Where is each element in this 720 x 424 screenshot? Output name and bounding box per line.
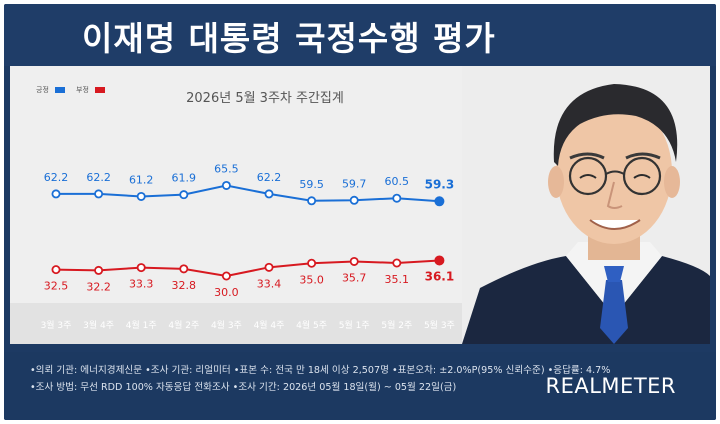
x-tick-label: 5월 1주 [339, 319, 370, 331]
data-label: 61.9 [172, 172, 197, 185]
data-point [136, 191, 146, 201]
portrait-smile [589, 219, 641, 230]
data-label: 62.2 [44, 171, 69, 184]
data-point [349, 195, 359, 205]
data-label: 62.2 [86, 171, 111, 184]
chart-title: 2026년 5월 3주차 주간집계 [186, 91, 344, 106]
legend-swatch [55, 87, 65, 93]
portrait-nose [606, 181, 623, 209]
portrait-hair [553, 84, 678, 166]
line-chart: 긍정 부정 2026년 5월 3주차 주간집계 3월 3주 3월 4주 4월 1주 4월 2… [10, 66, 710, 344]
data-label: 33.4 [257, 277, 282, 290]
data-label: 36.1 [425, 269, 455, 283]
chart-area: 긍정 부정 2026년 5월 3주차 주간집계 3월 3주 3월 4주 4월 1주 4월 2… [10, 66, 710, 344]
x-tick-label: 4월 3주 [211, 319, 242, 331]
data-label: 60.5 [385, 175, 410, 188]
data-point [221, 180, 231, 190]
data-point [392, 193, 402, 203]
legend-label: 긍정 [36, 85, 49, 94]
data-label: 59.3 [425, 177, 455, 191]
x-tick-label: 4월 4주 [254, 319, 285, 331]
data-point [392, 258, 402, 268]
x-tick-label: 3월 4주 [83, 319, 114, 331]
x-tick-label: 5월 3주 [424, 319, 455, 331]
portrait-ear [548, 166, 564, 198]
x-tick-label: 4월 5주 [296, 319, 327, 331]
data-point [307, 196, 317, 206]
data-label: 59.5 [299, 178, 324, 191]
data-label: 32.8 [172, 279, 197, 292]
portrait-eyebrow [625, 152, 661, 160]
data-label: 35.7 [342, 271, 367, 284]
data-label: 32.5 [44, 280, 69, 293]
data-point [136, 263, 146, 273]
page-title: 이재명 대통령 국정수행 평가 [82, 19, 496, 58]
x-tick-label: 5월 2주 [381, 319, 412, 331]
legend-swatch [95, 87, 105, 93]
survey-notes: •의뢰 기관: 에너지경제신문 •조사 기관: 리얼미터 •표본 수: 전국 만… [30, 362, 611, 396]
portrait-suit [462, 256, 710, 344]
data-point [221, 271, 231, 281]
portrait-ear [664, 166, 680, 198]
portrait-eye [579, 174, 597, 179]
data-label: 35.0 [299, 273, 324, 286]
data-point [307, 258, 317, 268]
x-tick-label: 4월 1주 [126, 319, 157, 331]
data-point [51, 265, 61, 275]
data-point [94, 265, 104, 275]
header-bar: 이재명 대통령 국정수행 평가 [4, 4, 716, 66]
data-label: 59.7 [342, 177, 367, 190]
footer-bar: •의뢰 기관: 에너지경제신문 •조사 기관: 리얼미터 •표본 수: 전국 만… [4, 352, 716, 420]
data-label: 33.3 [129, 278, 154, 291]
data-point [264, 262, 274, 272]
data-point [51, 189, 61, 199]
data-label: 30.0 [214, 286, 239, 299]
data-point [179, 190, 189, 200]
data-point [264, 189, 274, 199]
portrait-photo [462, 66, 710, 344]
data-point [434, 255, 445, 266]
portrait-eye [633, 174, 651, 179]
portrait-eyebrow [569, 152, 605, 160]
data-point [94, 189, 104, 199]
data-point [179, 264, 189, 274]
brand-logo: REALMETER [545, 374, 676, 398]
portrait-tie-knot [604, 266, 624, 282]
data-label: 32.2 [86, 280, 111, 293]
data-point [349, 256, 359, 266]
negative-series-line [55, 259, 440, 278]
portrait-glasses-lens [568, 156, 608, 196]
card-frame: 이재명 대통령 국정수행 평가 긍정 부정 2026년 5월 3주차 주간집계 3월 … [4, 4, 716, 420]
portrait-glasses-bridge [605, 170, 625, 175]
legend-label: 부정 [76, 85, 89, 94]
data-label: 61.2 [129, 173, 154, 186]
data-label: 35.1 [385, 273, 410, 286]
portrait-tie [600, 280, 628, 344]
x-tick-label: 3월 3주 [41, 319, 72, 331]
x-tick-label: 4월 2주 [168, 319, 199, 331]
survey-note-line: •조사 방법: 무선 RDD 100% 자동응답 전화조사 •조사 기간: 20… [30, 382, 457, 393]
data-label: 62.2 [257, 171, 282, 184]
positive-series-line [56, 184, 440, 203]
portrait-glasses-lens [622, 156, 662, 196]
data-point [434, 196, 445, 207]
data-label: 65.5 [214, 162, 239, 175]
survey-note-line: •의뢰 기관: 에너지경제신문 •조사 기관: 리얼미터 •표본 수: 전국 만… [30, 365, 611, 376]
